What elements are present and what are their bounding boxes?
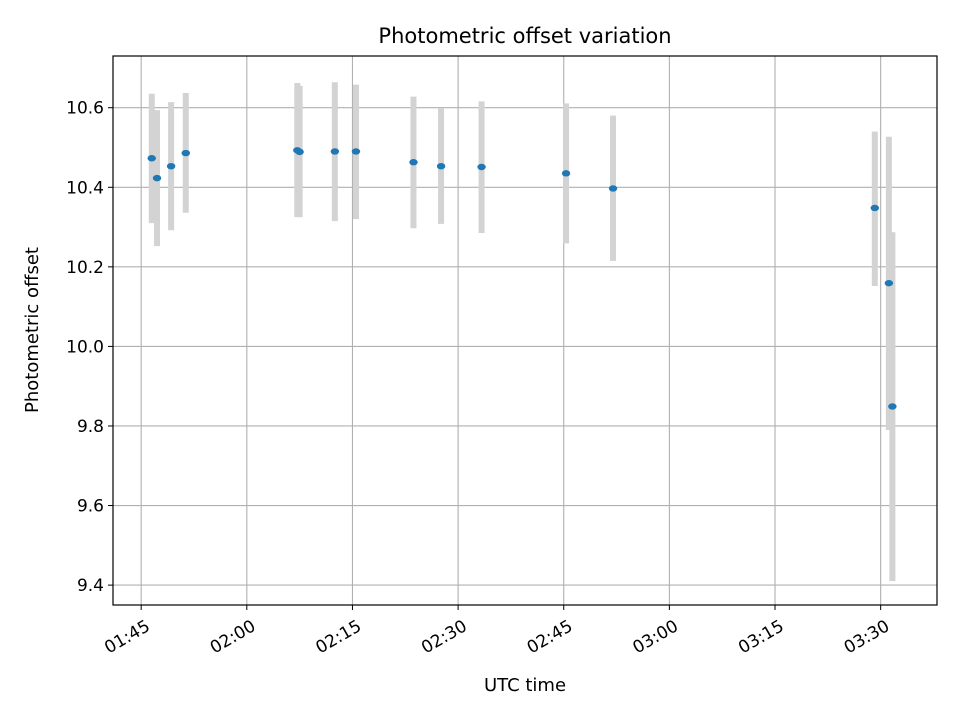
y-axis-ticks: 9.4 9.6 9.8 10.0 10.2 10.4 10.6: [66, 99, 113, 596]
x-tick-label: 02:00: [207, 616, 259, 658]
x-tick-label: 03:30: [841, 616, 893, 658]
y-tick-label: 10.2: [66, 258, 104, 278]
y-tick-label: 10.4: [66, 178, 104, 198]
plot-area-background: [113, 56, 937, 605]
data-point: [181, 149, 190, 157]
y-tick-label: 10.6: [66, 99, 104, 119]
plot-frame: [112, 55, 938, 606]
data-point: [152, 174, 162, 182]
x-tick-label: 01:45: [101, 616, 153, 658]
data-point: [436, 162, 446, 170]
data-point: [351, 148, 361, 155]
y-axis-label: Photometric offset: [22, 247, 43, 413]
data-point: [166, 162, 176, 170]
x-axis-ticks: 01:45 02:00 02:15 02:30 02:45 03:00 03:15 03:30: [101, 605, 893, 658]
y-tick-label: 10.0: [66, 337, 104, 357]
data-points: [147, 147, 897, 410]
x-tick-label: 03:00: [629, 616, 681, 658]
data-point: [884, 279, 894, 287]
x-axis-label: UTC time: [484, 675, 566, 696]
chart-title: Photometric offset variation: [378, 24, 671, 48]
data-point: [870, 204, 879, 212]
data-point: [888, 403, 897, 410]
data-point: [295, 148, 304, 156]
y-tick-label: 9.4: [77, 576, 104, 596]
data-point: [477, 163, 486, 171]
data-point: [330, 148, 340, 155]
x-tick-label: 02:30: [418, 616, 470, 658]
data-point: [147, 155, 156, 162]
x-tick-label: 02:45: [524, 616, 576, 658]
x-tick-label: 03:15: [735, 616, 787, 658]
y-tick-label: 9.6: [77, 497, 104, 517]
grid-lines: [113, 56, 937, 605]
x-tick-label: 02:15: [313, 616, 365, 658]
y-tick-label: 9.8: [77, 417, 104, 437]
data-point: [409, 159, 418, 166]
data-point: [608, 185, 618, 192]
data-point: [561, 170, 571, 177]
